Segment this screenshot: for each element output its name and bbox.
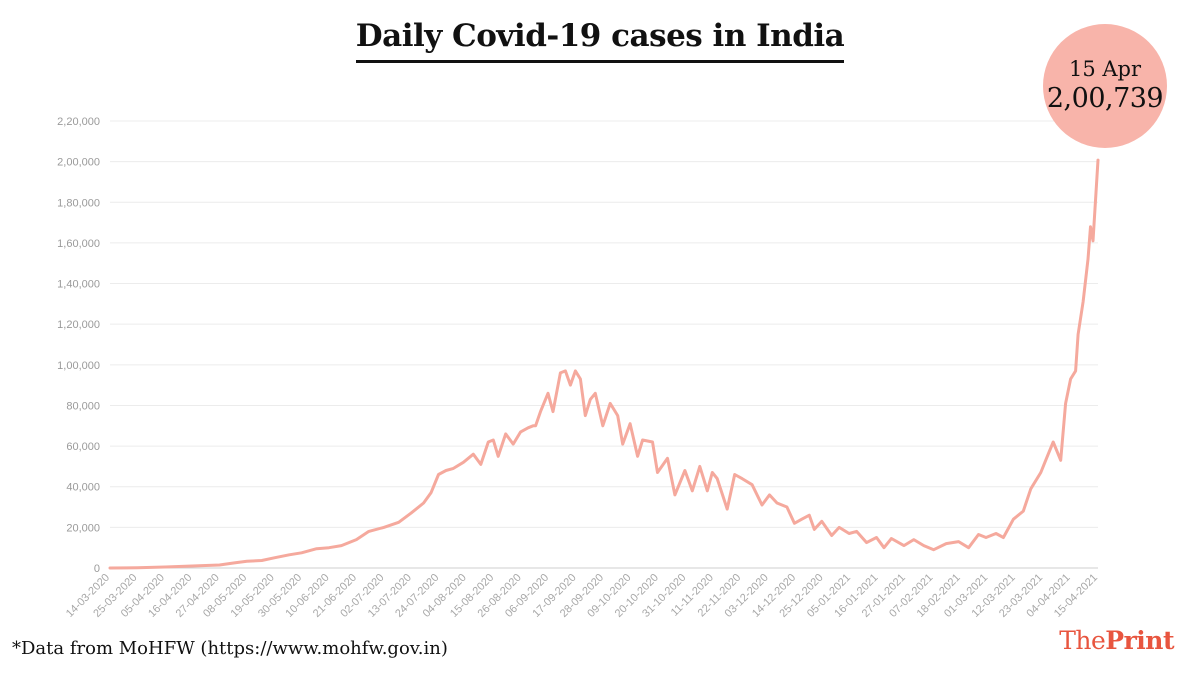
logo-part-the: The xyxy=(1059,626,1106,655)
y-tick-label: 20,000 xyxy=(66,522,100,534)
y-tick-label: 80,000 xyxy=(66,400,100,412)
y-tick-label: 1,20,000 xyxy=(57,319,100,331)
y-axis-ticks: 0 20,000 40,000 60,000 80,000 1,00,000 1,20,00… xyxy=(57,116,100,575)
y-tick-label: 1,40,000 xyxy=(57,279,100,291)
y-tick-label: 1,80,000 xyxy=(57,197,100,209)
x-axis-ticks: 14-03-202025-03-202005-04-202016-04-2020… xyxy=(64,572,1100,620)
callout-value: 2,00,739 xyxy=(1046,83,1164,114)
chart-title-text: Daily Covid-19 cases in India xyxy=(355,18,845,63)
gridlines xyxy=(110,120,1098,569)
y-tick-label: 1,00,000 xyxy=(57,360,100,372)
y-tick-label: 40,000 xyxy=(66,482,100,494)
callout-date: 15 Apr xyxy=(1068,57,1142,81)
chart-title: Daily Covid-19 cases in India xyxy=(0,18,1200,63)
y-tick-label: 1,60,000 xyxy=(57,238,100,250)
peak-callout-bubble: 15 Apr 2,00,739 xyxy=(1043,24,1167,148)
y-tick-label: 0 xyxy=(94,563,100,575)
logo-part-print: Print xyxy=(1105,626,1174,655)
y-tick-label: 2,00,000 xyxy=(57,157,100,169)
data-source-note: *Data from MoHFW (https://www.mohfw.gov.… xyxy=(12,638,448,659)
y-tick-label: 60,000 xyxy=(66,441,100,453)
series-line-daily-cases xyxy=(108,158,1100,570)
y-tick-label: 2,20,000 xyxy=(57,116,100,128)
theprint-logo: ThePrint xyxy=(1059,626,1174,655)
